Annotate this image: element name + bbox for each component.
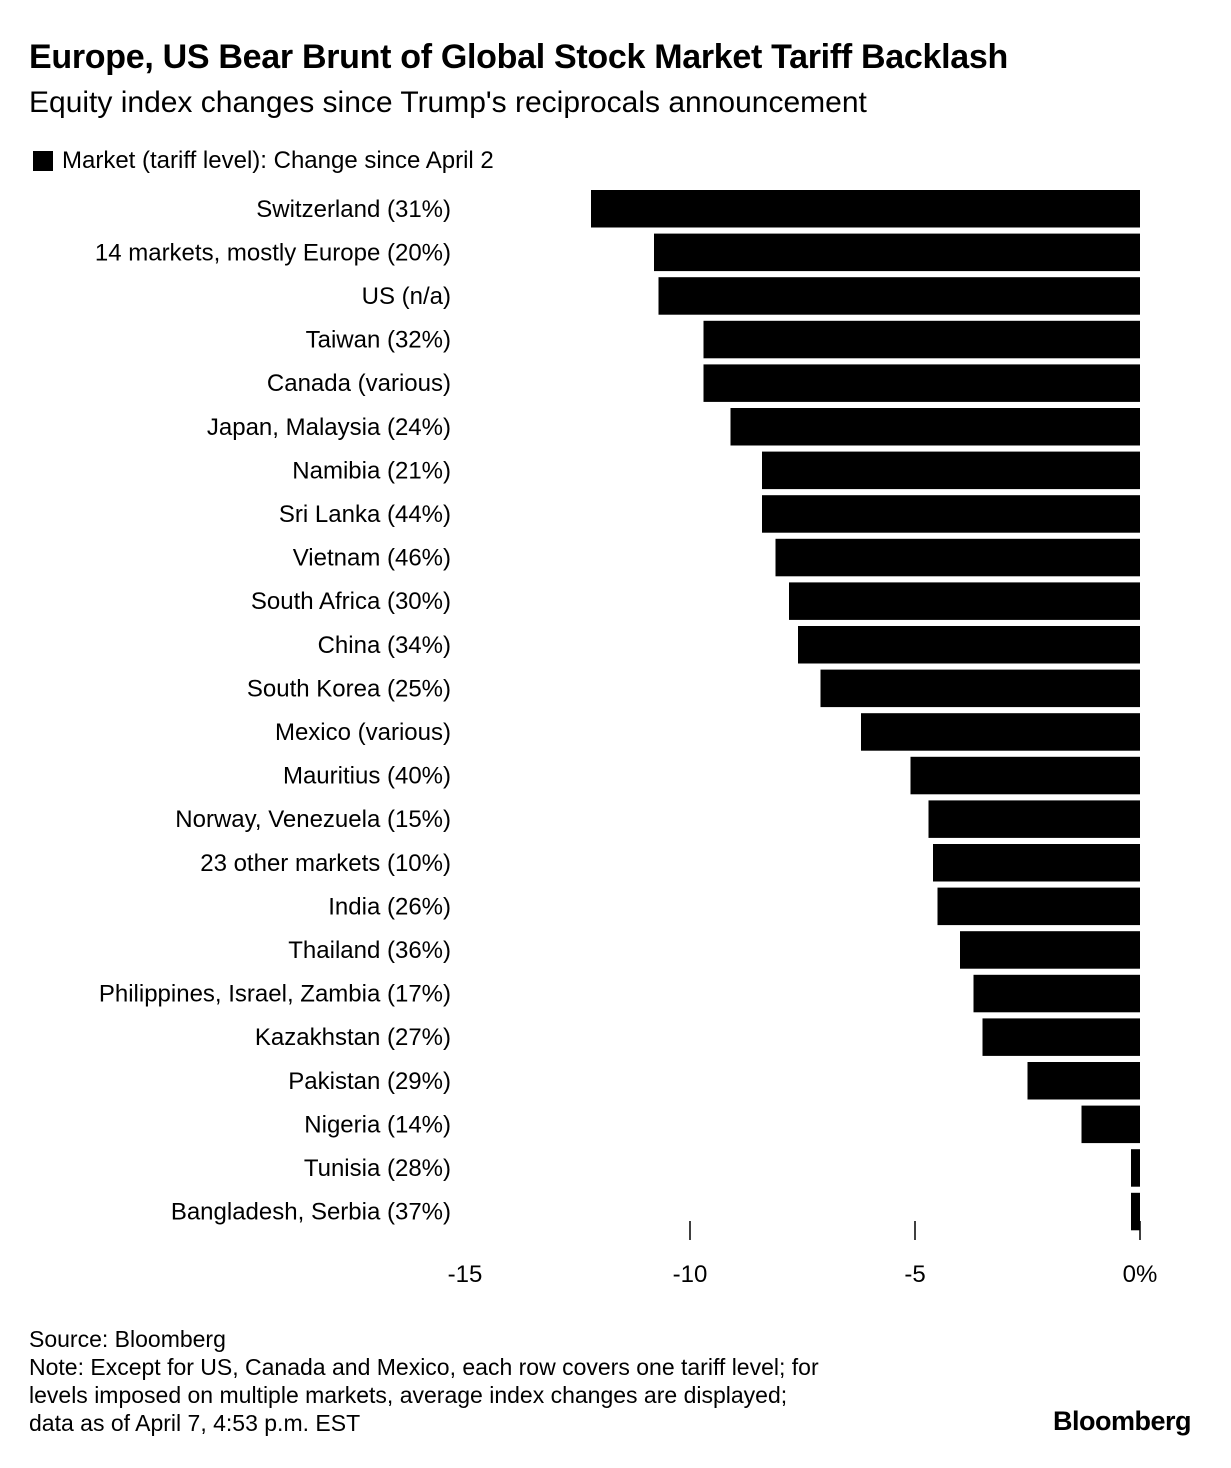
category-label: South Korea (25%) <box>247 675 451 702</box>
category-label: Japan, Malaysia (24%) <box>207 414 451 441</box>
legend-swatch <box>33 151 53 171</box>
category-label: China (34%) <box>318 632 451 659</box>
x-tick-label: 0% <box>1123 1261 1158 1288</box>
category-label: Tunisia (28%) <box>304 1155 451 1182</box>
category-label: Mauritius (40%) <box>283 763 451 790</box>
bar <box>789 582 1140 620</box>
category-label: 14 markets, mostly Europe (20%) <box>95 239 451 266</box>
category-label: Thailand (36%) <box>288 937 451 964</box>
bar <box>591 190 1140 228</box>
category-label: Pakistan (29%) <box>288 1068 451 1095</box>
note-line-3: data as of April 7, 4:53 p.m. EST <box>29 1410 361 1436</box>
bar <box>1131 1149 1140 1187</box>
chart-title: Europe, US Bear Brunt of Global Stock Ma… <box>29 38 1008 76</box>
bar <box>1131 1192 1140 1231</box>
bar <box>654 233 1140 272</box>
bar <box>861 713 1140 751</box>
footer: Source: Bloomberg Note: Except for US, C… <box>29 1325 819 1437</box>
bar <box>973 974 1140 1013</box>
source-text: Source: Bloomberg <box>29 1326 226 1352</box>
category-label: 23 other markets (10%) <box>200 850 451 877</box>
category-label: US (n/a) <box>362 283 451 310</box>
note-line-2: levels imposed on multiple markets, aver… <box>29 1382 788 1408</box>
legend: Market (tariff level): Change since Apri… <box>33 147 494 175</box>
category-label: Nigeria (14%) <box>304 1111 451 1138</box>
bloomberg-logo: Bloomberg <box>1052 1406 1192 1436</box>
category-label: Philippines, Israel, Zambia (17%) <box>99 981 451 1008</box>
bar <box>982 1018 1140 1056</box>
bar <box>775 538 1140 577</box>
category-label: Taiwan (32%) <box>306 327 451 354</box>
category-label: Norway, Venezuela (15%) <box>175 806 451 833</box>
bar <box>703 364 1140 402</box>
bar <box>798 626 1140 664</box>
category-label: South Africa (30%) <box>251 588 451 615</box>
x-tick-label: -15 <box>448 1261 483 1288</box>
bar <box>960 931 1140 969</box>
bar <box>910 756 1140 795</box>
category-label: Switzerland (31%) <box>256 196 451 223</box>
category-label: India (26%) <box>328 893 451 920</box>
bar <box>820 669 1140 708</box>
legend-label: Market (tariff level): Change since Apri… <box>62 147 494 174</box>
bar <box>1027 1062 1140 1100</box>
note-line-1: Note: Except for US, Canada and Mexico, … <box>29 1354 819 1380</box>
bar <box>933 844 1140 882</box>
category-label: Mexico (various) <box>275 719 451 746</box>
bar <box>762 451 1140 490</box>
category-label: Sri Lanka (44%) <box>279 501 451 528</box>
category-label: Kazakhstan (27%) <box>255 1024 451 1051</box>
bar <box>1081 1105 1140 1144</box>
bar <box>762 495 1140 533</box>
chart-subtitle: Equity index changes since Trump's recip… <box>29 86 867 119</box>
bar <box>928 800 1140 838</box>
category-label: Bangladesh, Serbia (37%) <box>171 1199 451 1226</box>
x-tick-label: -5 <box>904 1261 925 1288</box>
bar <box>730 408 1140 446</box>
bar <box>703 320 1140 359</box>
category-label: Vietnam (46%) <box>293 545 451 572</box>
category-label: Canada (various) <box>267 370 451 397</box>
bar <box>937 887 1140 926</box>
category-label: Namibia (21%) <box>292 457 451 484</box>
bar <box>658 277 1140 315</box>
x-tick-label: -10 <box>673 1261 708 1288</box>
